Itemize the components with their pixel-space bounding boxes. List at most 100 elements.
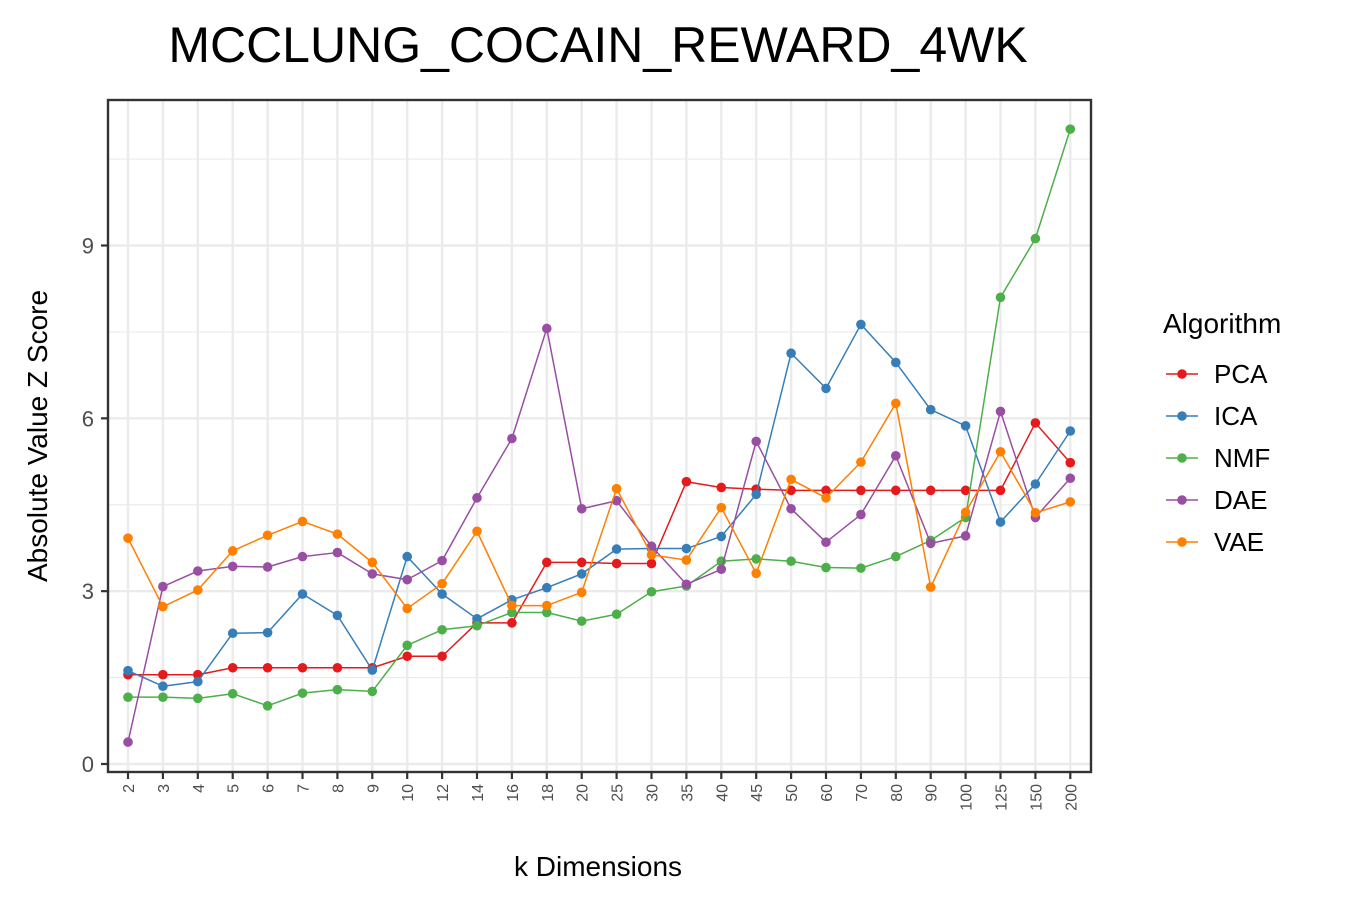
- data-point-vae: [158, 601, 168, 612]
- x-tick-label: 7: [296, 784, 313, 793]
- series-line-nmf: [128, 128, 1072, 707]
- data-point-pca: [1065, 457, 1076, 468]
- data-point-pca: [297, 662, 308, 673]
- data-point-ica: [542, 582, 552, 593]
- legend-title: Algorithm: [1163, 308, 1281, 339]
- data-point-dae: [995, 406, 1006, 417]
- data-point-dae: [925, 538, 936, 549]
- data-point-pca: [576, 557, 587, 568]
- legend-key-point: [1177, 453, 1187, 463]
- data-point-ica: [681, 543, 692, 554]
- data-point-vae: [507, 600, 517, 611]
- data-point-pca: [856, 485, 866, 496]
- y-tick-label: 0: [82, 752, 94, 777]
- data-point-nmf: [262, 701, 273, 711]
- data-point-ica: [1030, 479, 1041, 489]
- data-point-pca: [646, 558, 657, 569]
- data-point-pca: [925, 485, 936, 496]
- data-point-dae: [821, 537, 831, 547]
- data-point-nmf: [786, 556, 796, 567]
- data-point-pca: [611, 558, 622, 569]
- data-point-dae: [367, 569, 378, 579]
- data-point-vae: [1030, 508, 1041, 518]
- data-point-pca: [995, 485, 1006, 496]
- data-point-nmf: [123, 692, 133, 702]
- legend-label: ICA: [1214, 401, 1258, 431]
- data-point-dae: [576, 503, 587, 514]
- data-point-ica: [891, 357, 901, 368]
- y-tick-label: 6: [82, 406, 94, 431]
- data-point-ica: [437, 589, 447, 599]
- x-tick-label: 100: [959, 784, 976, 811]
- data-point-dae: [193, 566, 203, 576]
- data-point-vae: [193, 585, 203, 595]
- data-point-ica: [262, 627, 273, 638]
- data-point-dae: [716, 564, 727, 575]
- x-tick-label: 200: [1063, 784, 1080, 811]
- data-point-nmf: [611, 609, 622, 620]
- legend-item-vae: VAE: [1166, 527, 1264, 557]
- data-point-dae: [332, 547, 343, 558]
- data-point-dae: [611, 495, 622, 506]
- data-point-vae: [646, 550, 657, 560]
- data-point-pca: [821, 485, 831, 496]
- data-point-dae: [227, 561, 238, 572]
- data-point-pca: [158, 669, 168, 680]
- data-point-pca: [716, 482, 727, 493]
- data-point-vae: [542, 600, 552, 611]
- x-axis: 2 3 4 5 6 7 8 9 10 12 14 16 18 20 25 30 35 40 45 50 60 70 80 90…: [121, 772, 1080, 811]
- series-line-ica: [127, 323, 1071, 687]
- y-tick-label: 9: [82, 234, 94, 259]
- data-point-nmf: [856, 563, 866, 573]
- data-point-ica: [751, 489, 761, 500]
- x-tick-label: 2: [121, 784, 138, 793]
- data-point-nmf: [297, 688, 308, 698]
- legend: Algorithm PCA ICA NMF DAE VAE: [1163, 308, 1281, 557]
- data-point-dae: [891, 450, 901, 461]
- data-point-nmf: [332, 684, 343, 695]
- data-point-ica: [227, 628, 238, 639]
- series-vae: [123, 398, 1076, 614]
- data-point-dae: [960, 531, 971, 541]
- x-tick-label: 40: [714, 784, 731, 802]
- data-point-ica: [925, 404, 936, 415]
- data-point-dae: [297, 551, 308, 562]
- data-point-nmf: [995, 292, 1006, 303]
- data-point-ica: [402, 551, 413, 562]
- data-point-vae: [681, 555, 692, 565]
- data-point-nmf: [158, 692, 168, 702]
- series-pca: [123, 418, 1076, 680]
- data-point-dae: [786, 503, 796, 514]
- data-point-vae: [332, 529, 343, 539]
- data-point-nmf: [646, 586, 657, 597]
- x-tick-label: 125: [994, 784, 1011, 811]
- data-point-vae: [751, 568, 761, 579]
- data-point-vae: [960, 507, 971, 518]
- x-tick-label: 4: [191, 784, 208, 793]
- data-point-ica: [297, 589, 308, 599]
- data-point-vae: [576, 587, 587, 598]
- x-tick-label: 5: [226, 784, 243, 793]
- series-line-pca: [128, 422, 1071, 676]
- data-point-nmf: [1030, 233, 1041, 244]
- data-point-dae: [123, 737, 133, 747]
- data-point-dae: [646, 541, 657, 552]
- data-point-vae: [1065, 497, 1076, 507]
- series-line-vae: [127, 402, 1071, 610]
- y-axis: 0 3 6 9: [82, 234, 108, 777]
- data-point-nmf: [227, 688, 238, 699]
- x-tick-label: 30: [645, 784, 662, 802]
- data-point-nmf: [1065, 124, 1076, 134]
- data-point-vae: [856, 457, 866, 467]
- series-layer: [123, 124, 1076, 747]
- x-tick-label: 150: [1028, 784, 1045, 811]
- data-point-dae: [681, 579, 692, 590]
- data-point-ica: [995, 517, 1006, 527]
- data-point-vae: [367, 557, 378, 568]
- data-point-dae: [472, 493, 482, 503]
- data-point-nmf: [891, 551, 901, 562]
- data-point-nmf: [507, 607, 517, 618]
- data-point-pca: [1030, 418, 1041, 428]
- data-point-ica: [786, 348, 796, 359]
- legend-key-point: [1177, 411, 1187, 421]
